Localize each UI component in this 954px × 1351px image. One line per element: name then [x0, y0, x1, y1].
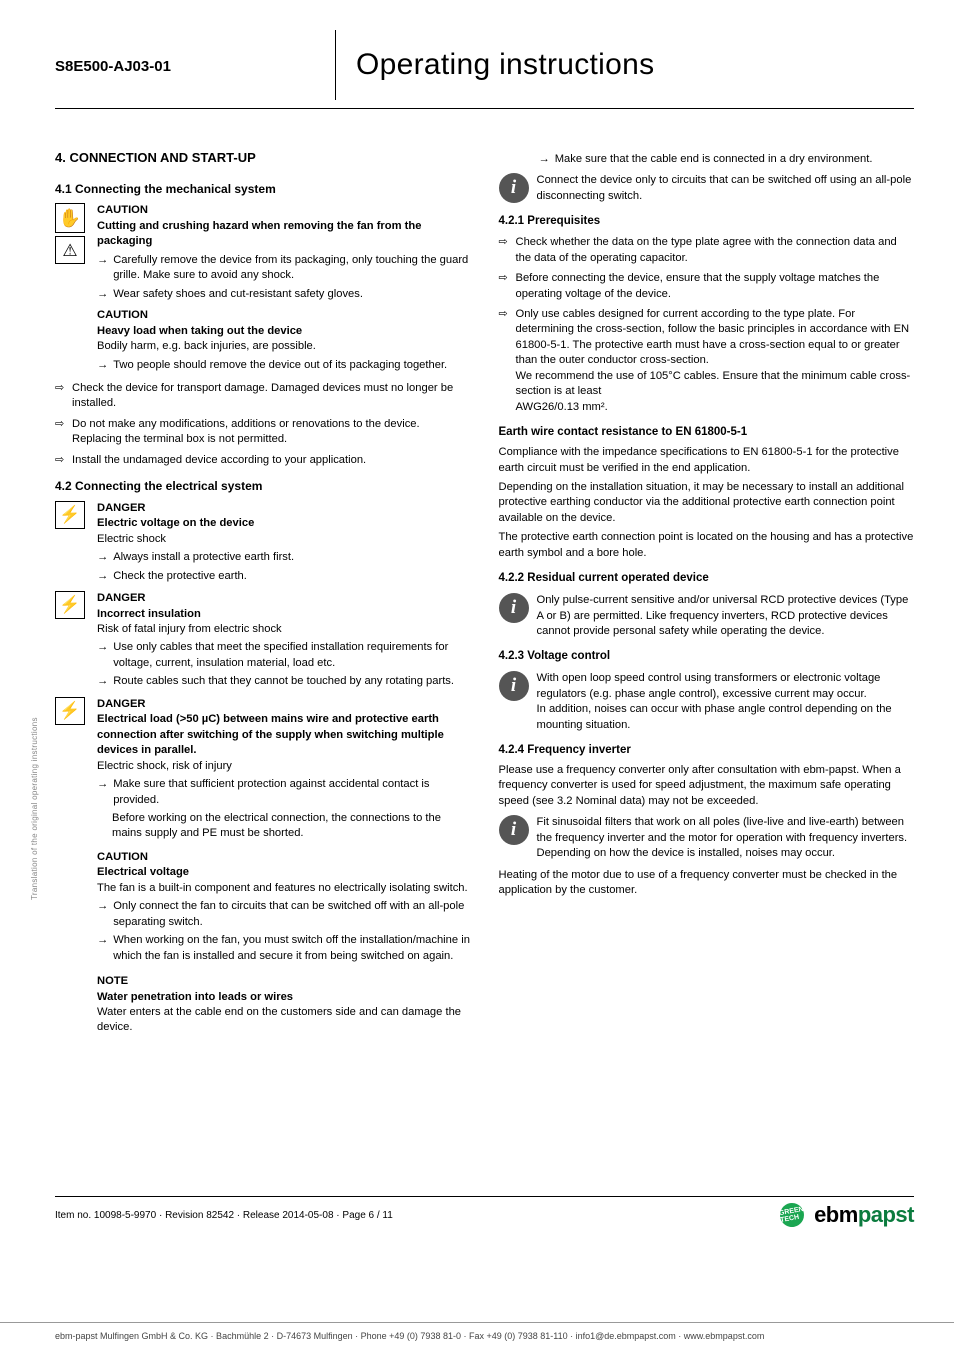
- document-id: S8E500-AJ03-01: [55, 30, 335, 75]
- arrow-icon: →: [97, 640, 108, 671]
- note-action: Make sure that the cable end is connecte…: [555, 152, 873, 167]
- right-column: → Make sure that the cable end is connect…: [499, 149, 915, 1036]
- danger-action: Use only cables that meet the specified …: [113, 640, 470, 671]
- arrow-icon: →: [97, 899, 108, 930]
- bullet-icon: ⇨: [55, 417, 65, 448]
- paragraph: Depending on the installation situation,…: [499, 480, 915, 526]
- list-item: Only use cables designed for current acc…: [516, 307, 915, 415]
- arrow-icon: →: [97, 777, 108, 808]
- bullet-icon: ⇨: [499, 307, 509, 415]
- info-icon: i: [499, 671, 529, 701]
- danger-label: DANGER: [97, 591, 471, 606]
- caution-label: CAUTION: [97, 308, 471, 323]
- arrow-icon: →: [97, 287, 108, 302]
- list-item: Check whether the data on the type plate…: [516, 235, 915, 266]
- danger-subtitle: Electric shock, risk of injury: [97, 759, 471, 774]
- section-4-2-2-title: 4.2.2 Residual current operated device: [499, 571, 915, 587]
- page-title: Operating instructions: [356, 48, 654, 82]
- caution-action: Two people should remove the device out …: [113, 358, 447, 373]
- arrow-icon: →: [97, 933, 108, 964]
- danger-title: Incorrect insulation: [97, 607, 471, 622]
- info-text: Only pulse-current sensitive and/or univ…: [537, 593, 915, 639]
- earth-wire-title: Earth wire contact resistance to EN 6180…: [499, 425, 915, 441]
- danger-action-note: Before working on the electrical connect…: [112, 811, 471, 842]
- paragraph: The protective earth connection point is…: [499, 530, 915, 561]
- list-item: Do not make any modifications, additions…: [72, 417, 471, 448]
- note-subtitle: Water enters at the cable end on the cus…: [97, 1005, 471, 1036]
- note-title: Water penetration into leads or wires: [97, 990, 471, 1005]
- arrow-icon: →: [97, 358, 108, 373]
- info-icon: i: [499, 593, 529, 623]
- danger-title: Electric voltage on the device: [97, 516, 471, 531]
- paragraph: Please use a frequency converter only af…: [499, 763, 915, 809]
- info-icon: i: [499, 815, 529, 845]
- caution-title: Cutting and crushing hazard when removin…: [97, 219, 471, 250]
- danger-label: DANGER: [97, 501, 471, 516]
- info-text: Connect the device only to circuits that…: [537, 173, 915, 204]
- brand-logo: ebmpapst: [814, 1202, 914, 1228]
- arrow-icon: →: [97, 253, 108, 284]
- left-column: 4. CONNECTION AND START-UP 4.1 Connectin…: [55, 149, 471, 1036]
- hand-icon: ✋: [55, 203, 85, 233]
- danger-title: Electrical load (>50 µC) between mains w…: [97, 712, 471, 758]
- danger-action: Always install a protective earth first.: [113, 550, 294, 565]
- danger-action: Route cables such that they cannot be to…: [113, 674, 454, 689]
- section-4-2-4-title: 4.2.4 Frequency inverter: [499, 743, 915, 759]
- danger-subtitle: Electric shock: [97, 532, 471, 547]
- info-text: Fit sinusoidal filters that work on all …: [537, 815, 915, 861]
- arrow-icon: →: [97, 569, 108, 584]
- list-item: Install the undamaged device according t…: [72, 453, 366, 468]
- caution-subtitle: Bodily harm, e.g. back injuries, are pos…: [97, 339, 471, 354]
- arrow-icon: →: [97, 550, 108, 565]
- header-rule: [55, 108, 914, 109]
- bullet-icon: ⇨: [55, 381, 65, 412]
- bullet-icon: ⇨: [499, 271, 509, 302]
- section-4-title: 4. CONNECTION AND START-UP: [55, 149, 471, 167]
- section-4-2-title: 4.2 Connecting the electrical system: [55, 478, 471, 495]
- caution-action: Carefully remove the device from its pac…: [113, 253, 470, 284]
- caution-action: Wear safety shoes and cut-resistant safe…: [113, 287, 363, 302]
- caution-title: Heavy load when taking out the device: [97, 324, 471, 339]
- note-label: NOTE: [97, 974, 471, 989]
- section-4-2-3-title: 4.2.3 Voltage control: [499, 649, 915, 665]
- high-voltage-icon: ⚡: [55, 501, 85, 529]
- info-icon: i: [499, 173, 529, 203]
- arrow-icon: →: [539, 152, 550, 167]
- footer-item-info: Item no. 10098-5-9970 · Revision 82542 ·…: [55, 1210, 393, 1221]
- danger-action: Make sure that sufficient protection aga…: [113, 777, 470, 808]
- footer-bar: Item no. 10098-5-9970 · Revision 82542 ·…: [55, 1196, 914, 1228]
- list-item: Before connecting the device, ensure tha…: [516, 271, 915, 302]
- side-translation-label: Translation of the original operating in…: [30, 717, 39, 900]
- green-tech-icon: GREEN TECH: [778, 1201, 806, 1229]
- caution-label: CAUTION: [97, 203, 471, 218]
- list-item: Check the device for transport damage. D…: [72, 381, 471, 412]
- caution-action: When working on the fan, you must switch…: [113, 933, 470, 964]
- section-4-2-1-title: 4.2.1 Prerequisites: [499, 214, 915, 230]
- danger-subtitle: Risk of fatal injury from electric shock: [97, 622, 471, 637]
- danger-label: DANGER: [97, 697, 471, 712]
- paragraph: Compliance with the impedance specificat…: [499, 445, 915, 476]
- section-4-1-title: 4.1 Connecting the mechanical system: [55, 181, 471, 198]
- caution-title: Electrical voltage: [97, 865, 471, 880]
- arrow-icon: →: [97, 674, 108, 689]
- pinch-warning-icon: ⚠: [55, 236, 85, 264]
- bullet-icon: ⇨: [499, 235, 509, 266]
- caution-action: Only connect the fan to circuits that ca…: [113, 899, 470, 930]
- high-voltage-icon: ⚡: [55, 591, 85, 619]
- caution-subtitle: The fan is a built-in component and feat…: [97, 881, 471, 896]
- danger-action: Check the protective earth.: [113, 569, 247, 584]
- bullet-icon: ⇨: [55, 453, 65, 468]
- footer-company-line: ebm-papst Mulfingen GmbH & Co. KG · Bach…: [0, 1322, 954, 1351]
- caution-label: CAUTION: [97, 850, 471, 865]
- paragraph: Heating of the motor due to use of a fre…: [499, 868, 915, 899]
- high-voltage-icon: ⚡: [55, 697, 85, 725]
- info-text: With open loop speed control using trans…: [537, 671, 915, 733]
